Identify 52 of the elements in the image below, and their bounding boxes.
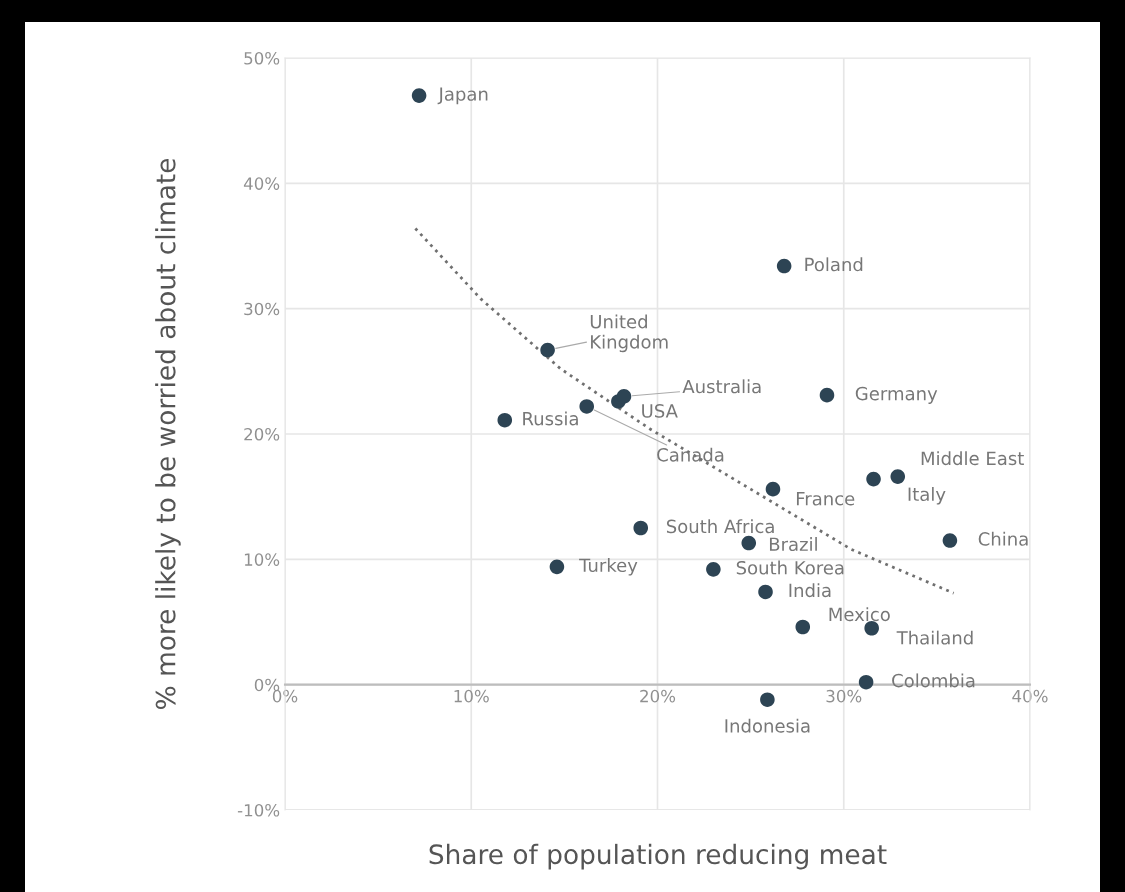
annotation: Canada [657,447,724,462]
y-tick-label: -10% [237,803,280,817]
point [549,559,565,575]
annotation: South Korea [736,560,844,575]
y-tick-label: 40% [243,177,280,190]
point [579,399,595,414]
y-tick-label: 20% [244,427,280,441]
annotation: Turkey [579,558,638,576]
x-tick-label: 30% [826,689,862,703]
y-axis-title: % more likely to be worried about climate [155,158,181,709]
annotation: France [796,492,855,506]
point [819,387,835,403]
annotation: Japan [437,87,488,105]
point [616,389,632,404]
x-tick-label: 20% [640,689,676,703]
point [760,692,775,707]
point [758,584,773,600]
point [866,471,881,487]
annotation: Russia [523,411,578,426]
point [795,619,811,635]
annotation: Colombia [892,673,975,688]
point [765,481,781,497]
annotation: Thailand [896,630,973,645]
point [497,412,513,428]
annotation: United Kingdom [590,314,668,353]
annotation: Italy [908,487,946,505]
point [942,533,958,548]
annotation: Poland [805,257,863,272]
point [411,88,427,103]
point [890,469,906,484]
annotation: China [978,531,1028,546]
annotation: Brazil [769,537,817,552]
point [706,562,721,577]
point [633,520,649,536]
point [741,535,757,551]
annotation: India [789,583,831,598]
y-tick-label: 10% [244,553,280,566]
annotation: Indonesia [725,718,810,733]
annotation: Mexico [829,607,890,622]
annotation: South Africa [666,519,774,534]
point [776,258,792,274]
x-tick-label: 10% [454,689,489,703]
annotation: USA [642,404,678,418]
annotation: Australia [682,379,761,394]
x-axis-title: Share of population reducing meat [429,843,887,870]
point [858,674,874,690]
annotation: Germany [855,386,938,404]
y-tick-label: 50% [244,51,280,65]
point [540,342,555,358]
y-tick-label: 30% [244,302,280,316]
x-tick-label: 40% [1012,689,1048,703]
annotation: Middle East [921,451,1024,466]
